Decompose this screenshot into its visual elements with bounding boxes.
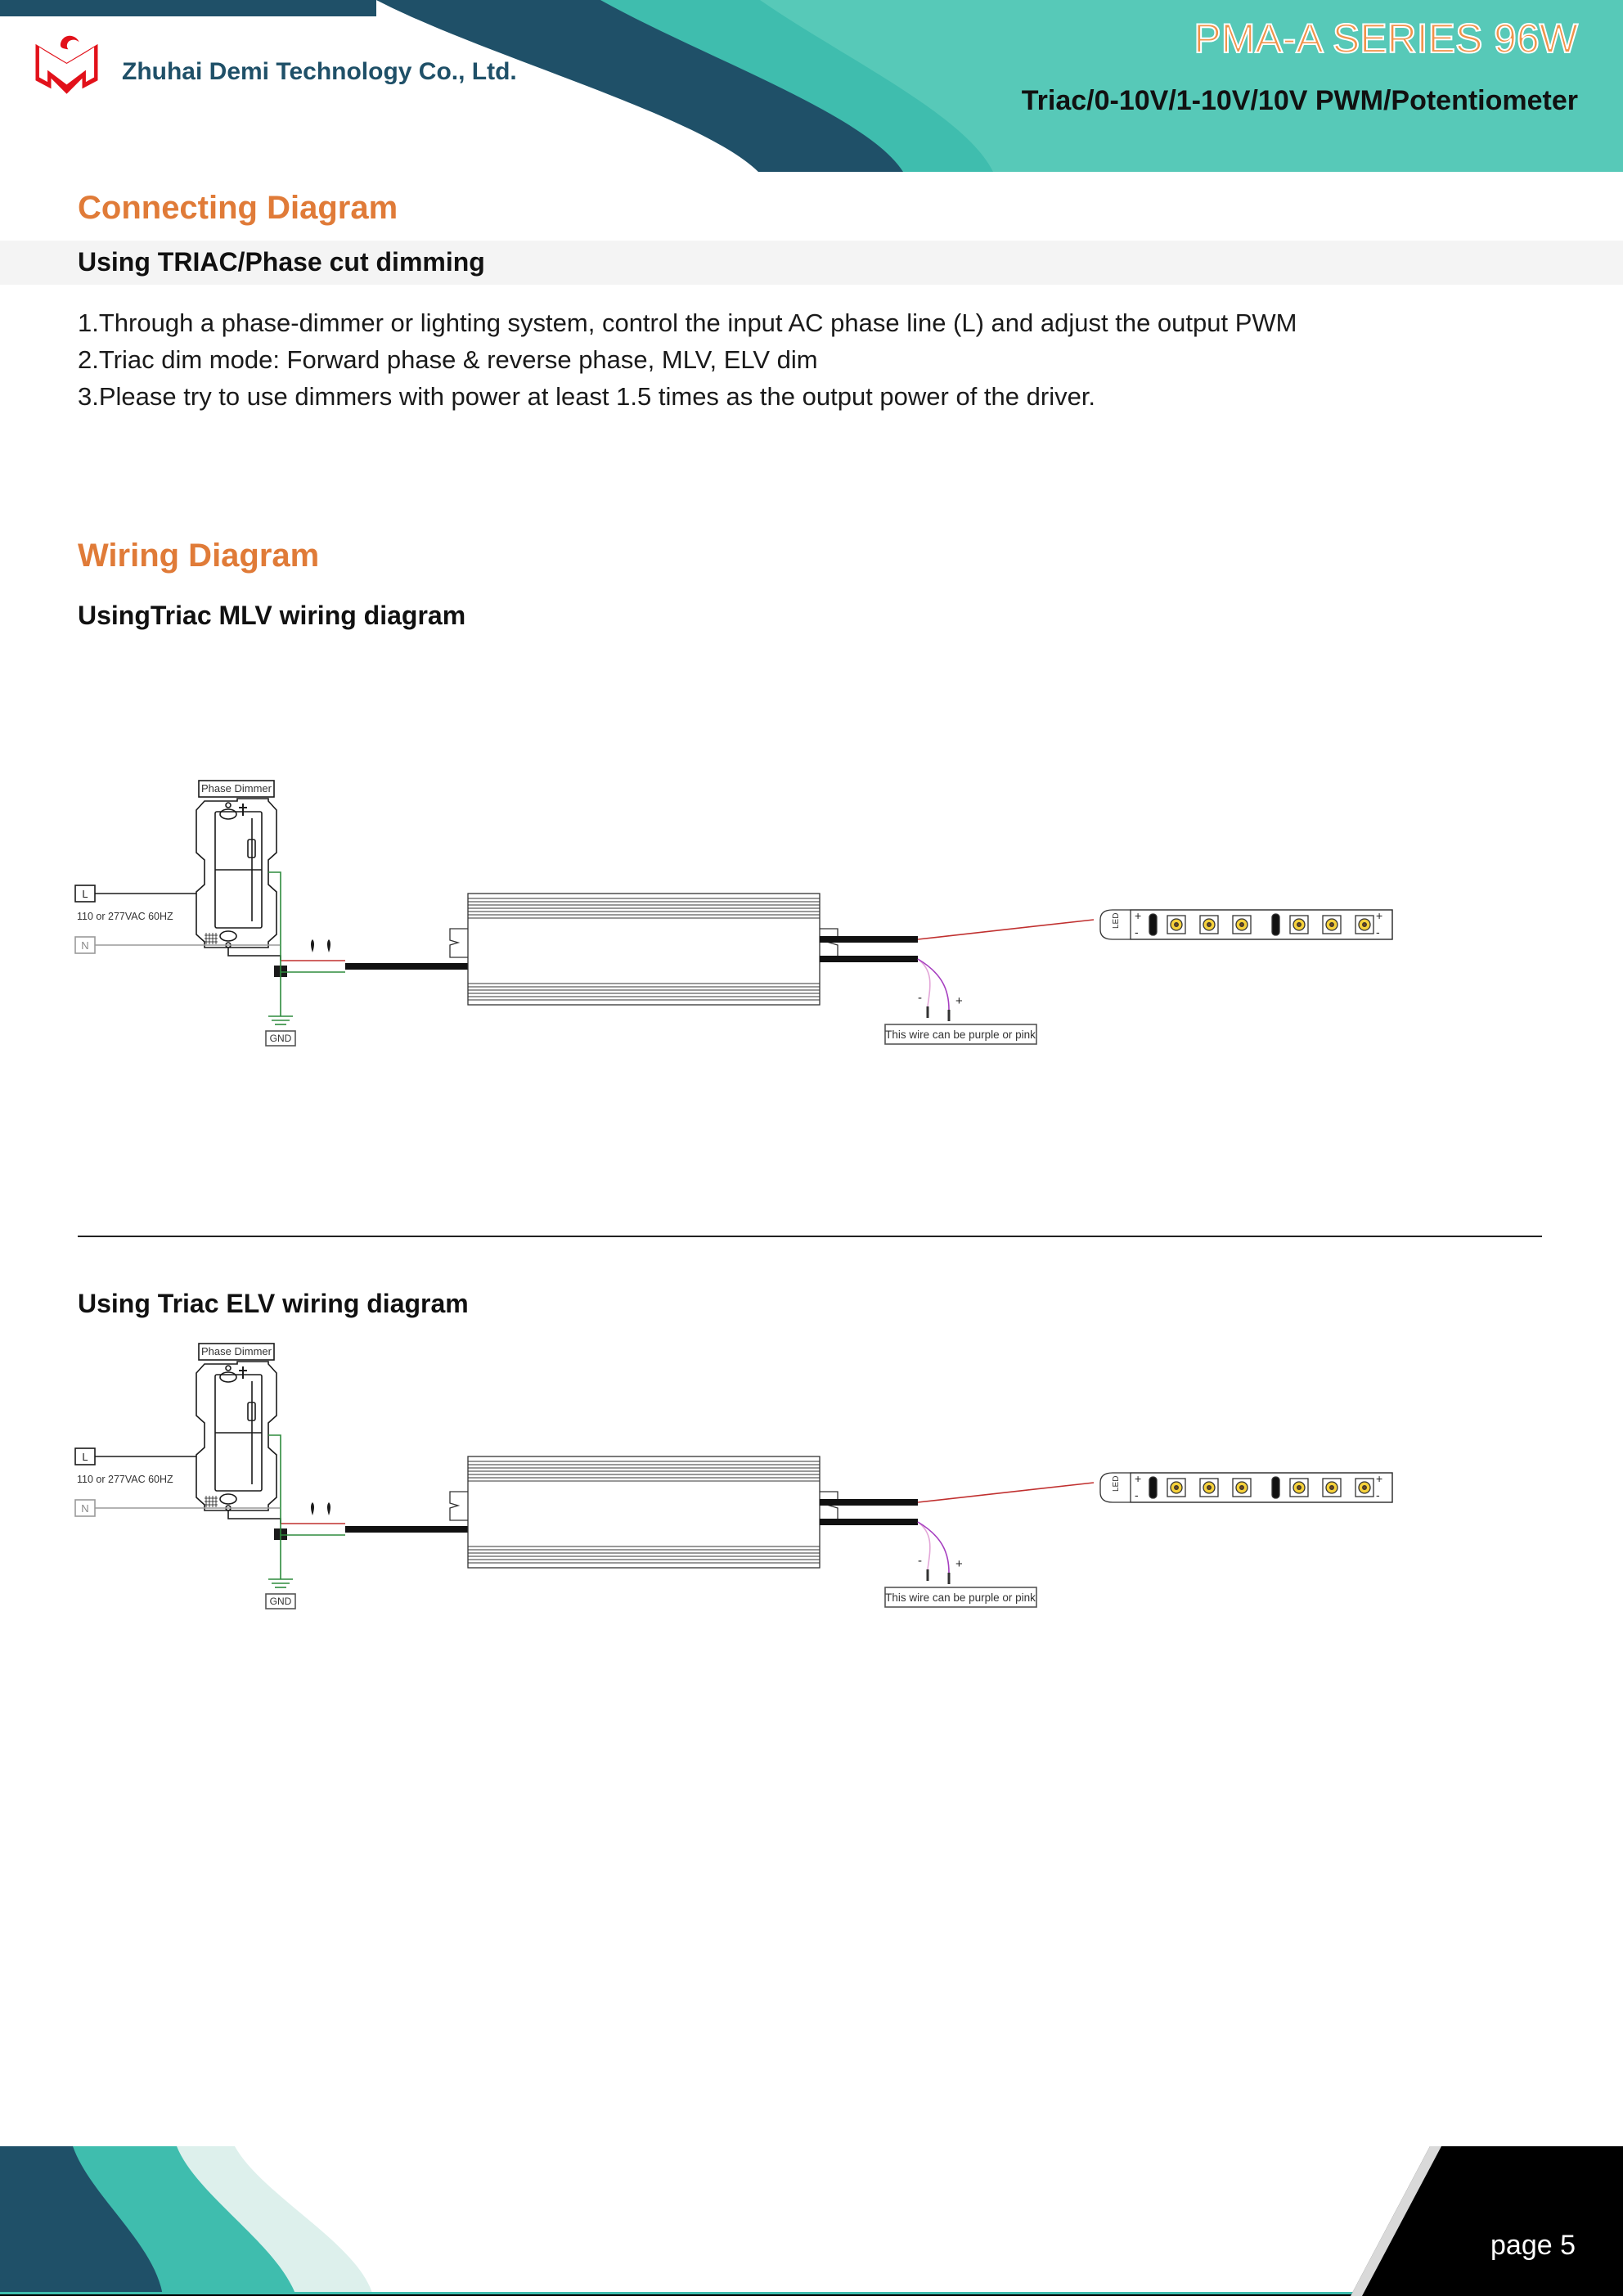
svg-text:This wire can be purple or pin: This wire can be purple or pink — [885, 1029, 1036, 1041]
svg-text:-: - — [1376, 1488, 1380, 1501]
svg-text:+: + — [955, 994, 963, 1008]
svg-text:110 or 277VAC 60HZ: 110 or 277VAC 60HZ — [77, 1474, 173, 1485]
svg-text:+: + — [955, 1557, 963, 1571]
svg-text:-: - — [1135, 1488, 1139, 1501]
svg-text:+: + — [1376, 1472, 1382, 1485]
svg-text:LED: LED — [1112, 1476, 1121, 1492]
svg-text:L: L — [82, 1451, 88, 1463]
svg-text:LED: LED — [1112, 913, 1121, 929]
svg-text:-: - — [1135, 925, 1139, 939]
svg-text:+: + — [1376, 909, 1382, 922]
svg-text:This wire can be purple or pin: This wire can be purple or pink — [885, 1591, 1036, 1604]
svg-text:Phase Dimmer: Phase Dimmer — [201, 782, 272, 795]
svg-text:N: N — [81, 1502, 88, 1515]
svg-text:110 or 277VAC 60HZ: 110 or 277VAC 60HZ — [77, 911, 173, 922]
svg-text:+: + — [1135, 1472, 1141, 1485]
svg-text:N: N — [81, 939, 88, 952]
svg-text:-: - — [1376, 925, 1380, 939]
svg-text:Phase Dimmer: Phase Dimmer — [201, 1345, 272, 1357]
svg-text:L: L — [82, 888, 88, 900]
svg-text:-: - — [918, 991, 922, 1005]
svg-text:GND: GND — [270, 1033, 292, 1044]
svg-text:GND: GND — [270, 1596, 292, 1607]
svg-text:-: - — [918, 1554, 922, 1568]
svg-text:+: + — [1135, 909, 1141, 922]
